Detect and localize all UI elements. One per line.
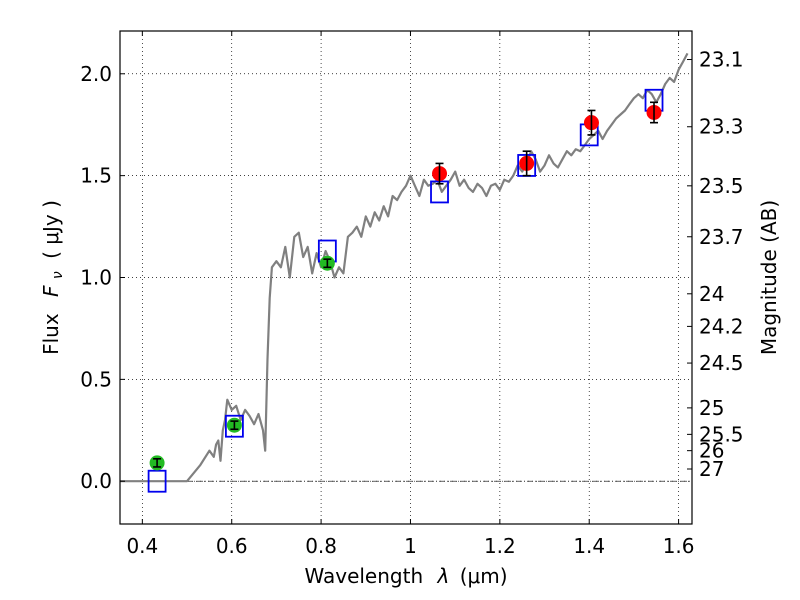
magnitude-tick-label: 23.5 [699,174,744,198]
photometry-markers [147,88,664,493]
y-axis-label: Flux F ν ( μJy ) [39,200,67,355]
y-axis-label-symbol: F [39,285,63,297]
y-axis-label-subscript: ν [50,271,66,279]
model-flux-square [224,414,244,438]
magnitude-tick-label: 24.5 [699,351,744,375]
y-tick-label: 1.0 [80,266,112,290]
x-tick-label: 1.2 [484,534,516,558]
y-tick-label: 2.0 [80,62,112,86]
y-axis-label-text: Flux [39,313,63,355]
x-axis-label-text: Wavelength [304,564,423,588]
plot-frame [119,30,693,525]
x-axis-label-symbol: λ [437,564,450,588]
axis-ticks: 0.4 0.6 0.8 1 1.2 1.4 1.6 0.0 0.5 1.0 1.5 2.0 23.1 23… [80,31,744,558]
magnitude-tick-label: 24 [699,282,724,306]
magnitude-tick-label: 27 [699,457,724,481]
grid-lines [120,31,692,524]
magnitude-tick-label: 25 [699,396,724,420]
magnitude-tick-label: 23.7 [699,225,744,249]
x-axis-label-unit: (μm) [460,564,508,588]
magnitude-tick-label: 23.3 [699,115,744,139]
y-tick-label: 0.5 [80,367,112,391]
x-tick-label: 1.6 [663,534,695,558]
y-tick-label: 1.5 [80,164,112,188]
x-axis-label: Wavelength λ (μm) [304,564,507,588]
y-axis-label-unit: ( μJy ) [39,200,63,259]
magnitude-tick-label: 25.5 [699,422,744,446]
x-tick-label: 0.8 [305,534,337,558]
x-tick-label: 0.6 [216,534,248,558]
x-tick-label: 1 [404,534,417,558]
magnitude-tick-label: 26 [699,439,724,463]
x-tick-label: 1.4 [573,534,605,558]
sed-template-line [120,52,689,483]
x-tick-label: 0.4 [126,534,158,558]
model-flux-square [147,469,167,493]
magnitude-tick-label: 23.1 [699,48,744,72]
magnitude-tick-label: 24.2 [699,314,744,338]
sed-template-curve [120,52,689,483]
magnitude-axis-label: Magnitude (AB) [757,200,781,355]
y-tick-label: 0.0 [80,469,112,493]
